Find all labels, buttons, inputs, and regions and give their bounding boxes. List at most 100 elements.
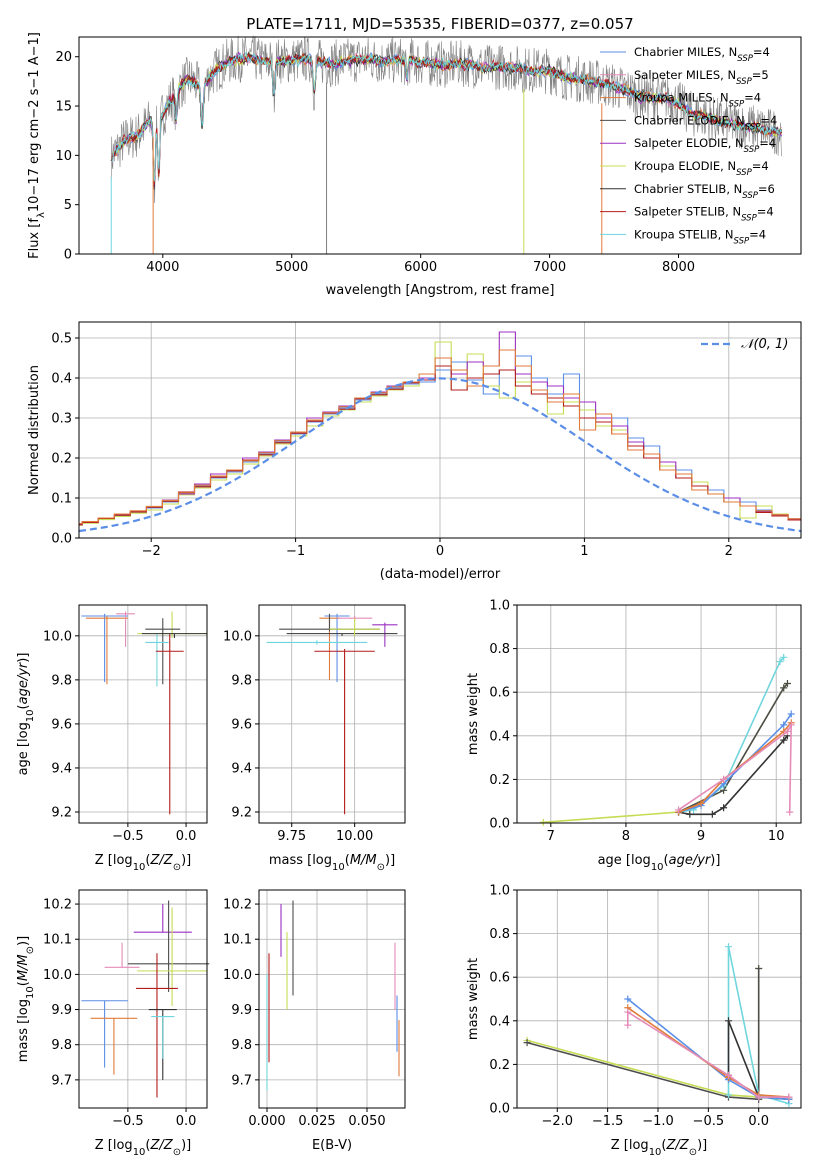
mass-vs-ebv-xlabel: E(B-V) — [312, 1138, 352, 1153]
spectrum-ylabel: Flux [fλ10−17 erg cm−2 s−1 A−1] — [27, 32, 47, 259]
x-tick-label: −1 — [286, 544, 305, 559]
x-tick-label: 8 — [622, 829, 630, 844]
x-tick-label: −0.5 — [112, 1114, 144, 1129]
x-tick-label: 6000 — [404, 260, 437, 275]
y-tick-label: 9.2 — [51, 805, 72, 820]
x-tick-label: 4000 — [146, 260, 179, 275]
y-tick-label: 9.4 — [231, 761, 252, 776]
x-tick-label: 0.0 — [176, 1114, 197, 1129]
x-tick-label: −0.5 — [112, 829, 144, 844]
age-vs-mass-grid — [259, 605, 405, 823]
y-tick-label: 0.0 — [489, 1102, 510, 1117]
y-tick-label: 15 — [55, 100, 72, 115]
x-tick-label: 0.025 — [298, 1114, 335, 1129]
weight-vs-age-marks — [539, 653, 795, 826]
x-tick-label: 7000 — [533, 260, 566, 275]
weight-vs-Z-frame — [516, 889, 802, 1109]
plus-marker — [686, 810, 694, 818]
plus-marker — [624, 1008, 632, 1016]
plus-marker — [787, 710, 795, 718]
legend-label: Kroupa MILES, NSSP=4 — [634, 91, 761, 110]
legend-label: Salpeter ELODIE, NSSP=4 — [634, 136, 776, 155]
x-tick-label: 0.0 — [176, 829, 197, 844]
x-tick-label: 9 — [697, 829, 705, 844]
plus-marker — [523, 1039, 531, 1047]
y-tick-label: 9.2 — [231, 805, 252, 820]
age-vs-mass-frame — [258, 604, 406, 824]
residuals-marks — [79, 331, 801, 533]
mass-vs-ebv-frame — [258, 889, 406, 1109]
y-tick-label: 0.8 — [489, 927, 510, 942]
residuals-panel: −2 −1 0 1 2 0.0 0.1 0.2 0.3 0.4 0.5 (data-model)/er… — [27, 321, 802, 582]
legend-label: Kroupa ELODIE, NSSP=4 — [634, 159, 769, 178]
weight-vs-Z-xlabel: Z [log10(Z/Z⊙)] — [611, 1138, 708, 1158]
plus-marker — [708, 810, 716, 818]
mass-vs-ebv-marks — [266, 900, 400, 1091]
age-vs-mass-xlabel: mass [log10(M/M⊙)] — [269, 853, 395, 873]
y-tick-label: 1.0 — [489, 884, 510, 899]
plus-marker — [785, 1093, 793, 1101]
spectrum-marks — [110, 35, 783, 254]
x-tick-label: −1.0 — [642, 1114, 674, 1129]
residuals-xlabel: (data-model)/error — [380, 567, 501, 582]
x-tick-label: 0 — [436, 544, 444, 559]
weight-vs-Z-line-chabrier_elodie — [526, 968, 760, 1101]
x-tick-label: −0.5 — [693, 1114, 725, 1129]
age-vs-Z-panel: −0.5 0.0 9.2 9.4 9.6 9.8 10.0 Z [log10(Z/Z⊙)] ag… — [16, 604, 208, 873]
age-vs-Z-marks — [81, 611, 207, 815]
y-tick-label: 10.1 — [43, 933, 72, 948]
plus-marker — [780, 721, 788, 729]
x-tick-label: 1 — [580, 544, 588, 559]
spectrum-frame — [78, 36, 802, 255]
normal-reference-curve — [79, 377, 801, 533]
mass-vs-Z-xlabel: Z [log10(Z/Z⊙)] — [95, 1138, 192, 1158]
y-tick-label: 9.7 — [51, 1073, 72, 1088]
weight-vs-Z-line-chabrier_miles — [627, 998, 789, 1101]
legend-label: Chabrier ELODIE, NSSP=4 — [634, 113, 777, 132]
plus-marker — [720, 775, 728, 783]
residuals-ylabel: Normed distribution — [27, 365, 42, 495]
plus-marker — [780, 684, 788, 692]
y-tick-label: 0.2 — [51, 452, 72, 467]
spectrum-legend: Chabrier MILES, NSSP=4 Salpeter MILES, NS… — [600, 45, 777, 246]
x-tick-label: 0.000 — [248, 1114, 285, 1129]
x-tick-label: 7 — [547, 829, 555, 844]
y-tick-label: 9.4 — [51, 761, 72, 776]
plus-marker — [724, 1017, 732, 1025]
plus-marker — [783, 679, 791, 687]
y-tick-label: 9.8 — [231, 1038, 252, 1053]
weight-vs-age-frame — [516, 604, 802, 824]
plus-marker — [724, 1091, 732, 1099]
y-tick-label: 0.2 — [489, 773, 510, 788]
x-tick-label: 10.00 — [336, 829, 373, 844]
mass-vs-ebv-panel: 0.000 0.025 0.050 9.7 9.8 9.9 10.0 10.1 10.2 E(B-… — [223, 889, 406, 1153]
mass-vs-Z-panel: −0.5 0.0 9.7 9.8 9.9 10.0 10.1 10.2 Z [log10(Z/Z… — [16, 889, 210, 1158]
y-tick-label: 9.8 — [51, 1038, 72, 1053]
y-tick-label: 0.4 — [51, 372, 72, 387]
y-tick-label: 10.0 — [43, 968, 72, 983]
x-tick-label: 8000 — [662, 260, 695, 275]
spectrum-panel: 4000 5000 6000 7000 8000 0 5 10 15 20 wavelength [… — [27, 32, 802, 298]
y-tick-label: 10.1 — [223, 933, 252, 948]
y-tick-label: 10.2 — [223, 898, 252, 913]
age-vs-mass-panel: 9.75 10.00 9.2 9.4 9.6 9.8 10.0 mass [log10(M/M… — [223, 604, 406, 873]
age-vs-Z-ylabel: age [log10(age/yr)] — [16, 653, 36, 776]
weight-vs-age-xlabel: age [log10(age/yr)] — [598, 853, 721, 873]
y-tick-label: 9.7 — [231, 1073, 252, 1088]
x-tick-label: 10 — [768, 829, 785, 844]
y-tick-label: 10.0 — [43, 629, 72, 644]
y-tick-label: 0.0 — [51, 532, 72, 547]
plus-marker — [786, 808, 794, 816]
mass-vs-Z-ylabel: mass [log10(M/M⊙)] — [16, 936, 36, 1062]
y-tick-label: 1.0 — [489, 599, 510, 614]
y-tick-label: 10 — [55, 149, 72, 164]
weight-vs-Z-marks — [523, 943, 793, 1108]
y-tick-label: 9.9 — [51, 1003, 72, 1018]
plus-marker — [624, 1021, 632, 1029]
y-tick-label: 5 — [64, 198, 72, 213]
plus-marker — [776, 658, 784, 666]
legend-label: Salpeter MILES, NSSP=5 — [634, 68, 769, 87]
plus-marker — [755, 1093, 763, 1101]
